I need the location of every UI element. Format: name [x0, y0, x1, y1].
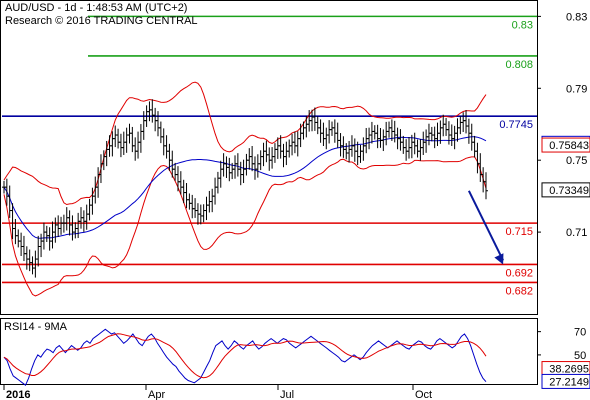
- level-label: 0.682: [505, 285, 533, 297]
- y-tick-label: 0.83: [566, 11, 587, 23]
- rsi-pane-frame: [0, 318, 538, 385]
- rsi-label: RSI14 - 9MA: [4, 321, 68, 333]
- bollinger-layer: [3, 81, 487, 297]
- level-label: 0.7745: [499, 119, 533, 131]
- rsi-value-box: 38.2695: [541, 361, 590, 377]
- rsi-value-box-label: 27.2149: [549, 376, 589, 388]
- forecast-arrow-head: [494, 253, 504, 265]
- rsi-value-box-frame: [541, 373, 590, 389]
- price-bars-layer: [2, 99, 488, 278]
- moving-average: [3, 136, 487, 239]
- rsi-ma-line: [3, 333, 487, 379]
- price-y-axis: 0.71 0.75 0.79 0.83: [537, 11, 587, 239]
- value-box: 0.75843: [541, 137, 590, 153]
- value-box-frame: [541, 182, 590, 198]
- rsi-tick-label: 50: [574, 350, 586, 362]
- forecast-arrow-shaft: [467, 190, 505, 261]
- value-box-frame: [541, 137, 590, 153]
- x-tick-label: 2016: [6, 389, 30, 400]
- x-tick-label: Oct: [415, 389, 432, 400]
- level-label: 0.692: [505, 267, 533, 279]
- x-tick-label: Apr: [148, 389, 165, 400]
- y-tick-label: 0.75: [566, 155, 587, 167]
- levels-layer: 0.83 0.808 0.7745 0.715 0.692 0.682: [2, 15, 537, 297]
- value-box-label: 0.73349: [549, 185, 589, 197]
- price-bar: [484, 172, 488, 200]
- chart-header-line1: AUD/USD - 1d - 1:48:53 AM (UTC+2): [5, 2, 187, 14]
- rsi-tick-label: 70: [574, 327, 586, 339]
- level-label: 0.808: [505, 59, 533, 71]
- level-label: 0.715: [505, 226, 533, 238]
- y-tick-label: 0.71: [566, 227, 587, 239]
- x-tick-label: Jul: [280, 389, 294, 400]
- bollinger-upper: [3, 81, 487, 206]
- chart-header-line2: Research © 2016 TRADING CENTRAL: [5, 15, 198, 27]
- value-box-label: 0.75843: [549, 140, 589, 152]
- x-axis: 2016 Apr Jul Oct: [3, 384, 432, 400]
- rsi-value-box: 27.2149: [541, 373, 590, 389]
- y-tick-label: 0.79: [566, 83, 587, 95]
- rsi-value-box-label: 38.2695: [549, 364, 589, 376]
- value-box: 0.73349: [541, 182, 590, 198]
- level-label: 0.83: [512, 19, 533, 31]
- forecast-arrow-layer: [467, 190, 505, 265]
- rsi-line: [3, 328, 487, 386]
- bollinger-lower: [3, 156, 487, 297]
